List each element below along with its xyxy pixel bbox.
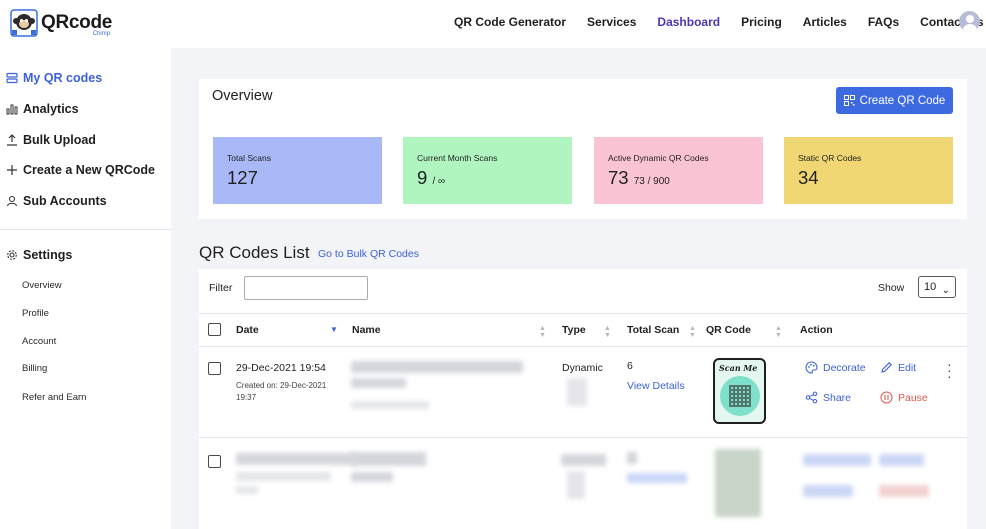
col-date[interactable]: Date [236, 324, 259, 336]
upload-icon [6, 134, 18, 146]
share-button[interactable]: Share [805, 391, 851, 404]
redacted-name [351, 452, 426, 466]
user-icon [6, 195, 18, 207]
row-checkbox[interactable] [208, 362, 221, 375]
top-navbar: QRcode Chimp QR Code Generator Services … [0, 0, 986, 48]
nav-services[interactable]: Services [587, 15, 637, 29]
sidebar-item-create-qrcode[interactable]: Create a New QRCode [6, 163, 155, 177]
row-total-scan: 6 [627, 360, 633, 372]
sort-icon[interactable]: ▲ ▼ [604, 325, 611, 339]
col-total-scan[interactable]: Total Scan [627, 324, 680, 336]
share-icon [805, 391, 818, 404]
settings-account-link[interactable]: Account [22, 336, 57, 347]
redacted-action [879, 485, 929, 497]
row-divider [199, 437, 967, 438]
settings-refer-earn-link[interactable]: Refer and Earn [22, 392, 87, 403]
sidebar-item-bulk-upload[interactable]: Bulk Upload [6, 133, 96, 147]
page-size-select[interactable]: 10 ⌄ [918, 276, 956, 298]
redacted-name [351, 472, 393, 482]
redacted-type-detail [567, 378, 587, 406]
main-nav: QR Code Generator Services Dashboard Pri… [454, 15, 986, 29]
settings-profile-link[interactable]: Profile [22, 308, 49, 319]
row-date: 29-Dec-2021 19:54 [236, 362, 326, 374]
filter-input[interactable] [244, 276, 368, 300]
redacted-created [236, 486, 258, 494]
sidebar-item-my-qr-codes[interactable]: My QR codes [6, 71, 102, 85]
qr-code-thumbnail[interactable]: Scan Me [713, 358, 766, 424]
select-all-checkbox[interactable] [208, 323, 221, 336]
stat-total-scans: Total Scans 127 [213, 137, 382, 204]
overview-panel: Overview Create QR Code Total Scans 127 … [199, 79, 967, 219]
view-details-link[interactable]: View Details [627, 380, 685, 392]
logo-subtext: Chimp [92, 31, 111, 37]
sort-icon[interactable]: ▲ ▼ [689, 325, 696, 339]
sort-icon[interactable]: ▲ ▼ [539, 325, 546, 339]
gear-icon [6, 249, 18, 261]
more-options-icon[interactable]: · · · [947, 356, 952, 384]
pause-button[interactable]: Pause [880, 391, 928, 404]
redacted-scan [627, 452, 637, 464]
go-to-bulk-link[interactable]: Go to Bulk QR Codes [318, 248, 419, 260]
sidebar: My QR codes Analytics Bulk Upload Create… [0, 48, 171, 529]
overview-title: Overview [212, 88, 273, 104]
show-label: Show [878, 282, 905, 294]
table-header-row: Date ▼ Name ▲ ▼ Type ▲ ▼ Total Scan ▲ ▼ QR … [199, 313, 967, 347]
stat-static-qr-codes: Static QR Codes 34 [784, 137, 953, 204]
redacted-name [351, 378, 406, 388]
col-name[interactable]: Name [352, 324, 381, 336]
nav-qr-code-generator[interactable]: QR Code Generator [454, 15, 567, 29]
stat-active-dynamic: Active Dynamic QR Codes 73 73 / 900 [594, 137, 763, 204]
redacted-view-details [627, 473, 687, 483]
row-created-on: Created on: 29-Dec-2021 19:37 [236, 381, 327, 402]
logo[interactable]: QRcode Chimp [10, 9, 112, 37]
plus-icon [6, 164, 18, 176]
settings-overview-link[interactable]: Overview [22, 280, 62, 291]
nav-dashboard[interactable]: Dashboard [657, 15, 721, 29]
user-avatar-icon[interactable] [959, 11, 980, 32]
nav-faqs[interactable]: FAQs [867, 15, 900, 29]
create-qr-code-button[interactable]: Create QR Code [836, 87, 953, 114]
redacted-date [236, 453, 356, 465]
pencil-icon [880, 361, 893, 374]
redacted-action [803, 454, 871, 466]
redacted-url [351, 401, 429, 409]
redacted-action [879, 454, 924, 466]
col-action: Action [800, 324, 833, 336]
qr-codes-list-title: QR Codes List [199, 243, 310, 262]
chevron-down-icon: ⌄ [941, 285, 950, 296]
qr-code-icon [843, 95, 855, 106]
filter-label: Filter [209, 282, 233, 294]
settings-billing-link[interactable]: Billing [22, 363, 48, 374]
logo-text: QRcode [41, 12, 113, 33]
nav-articles[interactable]: Articles [802, 15, 847, 29]
row-checkbox[interactable] [208, 455, 221, 468]
redacted-type [561, 454, 606, 466]
decorate-button[interactable]: Decorate [805, 361, 866, 374]
nav-pricing[interactable]: Pricing [741, 15, 782, 29]
redacted-qr-thumbnail [715, 449, 761, 517]
sidebar-item-sub-accounts[interactable]: Sub Accounts [6, 194, 107, 208]
edit-button[interactable]: Edit [880, 361, 916, 374]
stat-current-month-scans: Current Month Scans 9 / ∞ [403, 137, 572, 204]
sidebar-item-analytics[interactable]: Analytics [6, 102, 79, 116]
sidebar-divider [0, 229, 171, 230]
col-type[interactable]: Type [562, 324, 586, 336]
chimp-logo-icon [10, 9, 38, 37]
qr-codes-table: Filter Show 10 ⌄ Date ▼ Name ▲ ▼ Type ▲ ▼ … [199, 269, 967, 529]
list-icon [6, 72, 18, 84]
redacted-action [803, 485, 853, 497]
sort-icon[interactable]: ▲ ▼ [775, 325, 782, 339]
col-qr-code[interactable]: QR Code [706, 324, 751, 336]
redacted-created [236, 472, 331, 481]
palette-icon [805, 361, 818, 374]
redacted-name [351, 361, 523, 373]
row-type: Dynamic [562, 362, 603, 374]
redacted-type-detail [567, 471, 585, 499]
bar-chart-icon [6, 103, 18, 115]
sort-desc-icon[interactable]: ▼ [330, 325, 338, 334]
pause-icon [880, 391, 893, 404]
sidebar-item-settings[interactable]: Settings [6, 248, 72, 262]
